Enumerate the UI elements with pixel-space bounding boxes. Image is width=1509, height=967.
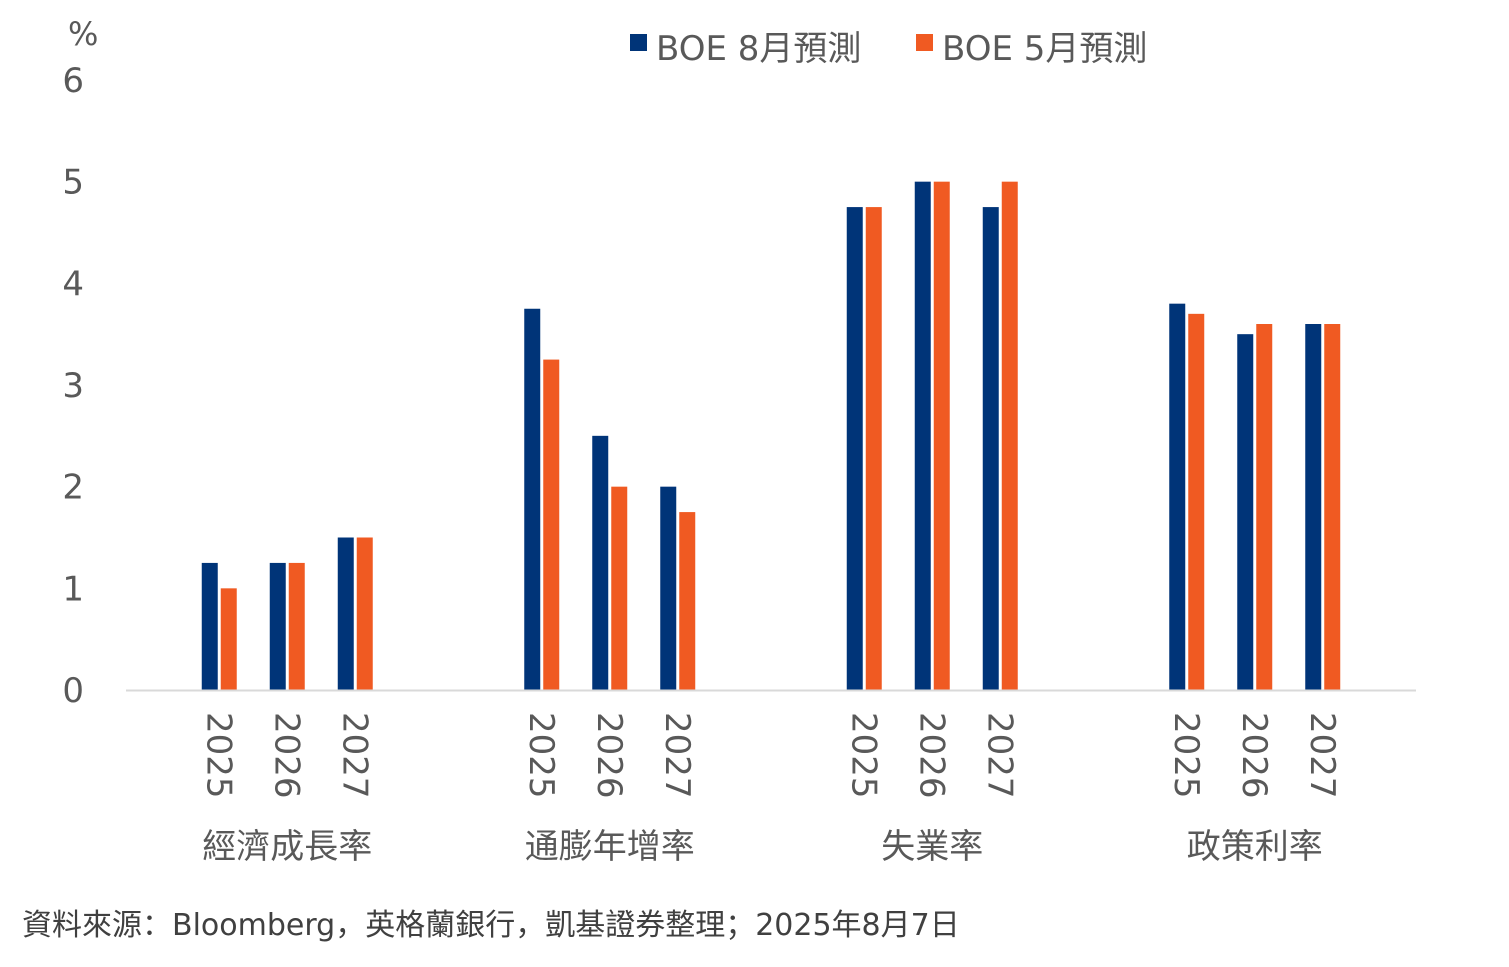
bar-may-失業率-2026 — [933, 181, 950, 690]
legend-swatch — [630, 34, 647, 51]
bar-may-經濟成長率-2027 — [356, 537, 373, 690]
y-tick-label: 4 — [62, 264, 84, 304]
bar-may-失業率-2025 — [865, 207, 882, 691]
bar-aug-政策利率-2025 — [1169, 303, 1186, 690]
x-tick-year-label: 2026 — [266, 712, 306, 799]
legend: BOE 8月預測 BOE 5月預測 — [630, 29, 1147, 69]
x-tick-year-label: 2026 — [589, 712, 629, 799]
y-tick-label: 0 — [62, 671, 84, 711]
x-axis-year-labels: 2025 2026 2027 2025 2026 2027 2025 2026 2027 2025… — [198, 712, 1342, 799]
bar-aug-政策利率-2027 — [1305, 324, 1322, 690]
x-tick-year-label: 2027 — [979, 712, 1019, 799]
x-tick-year-label: 2027 — [657, 712, 697, 799]
group-label: 失業率 — [881, 827, 983, 867]
group-label: 通膨年增率 — [525, 827, 695, 867]
bar-aug-失業率-2025 — [846, 207, 863, 691]
bar-may-經濟成長率-2026 — [288, 562, 305, 690]
bar-aug-經濟成長率-2025 — [201, 562, 218, 690]
y-tick-label: 5 — [62, 163, 84, 203]
group-labels: 經濟成長率 通膨年增率 失業率 政策利率 — [202, 827, 1323, 867]
y-tick-label: 2 — [62, 468, 84, 508]
legend-label: BOE 5月預測 — [942, 29, 1147, 69]
bar-may-通膨年增率-2026 — [611, 486, 628, 690]
bar-aug-政策利率-2026 — [1237, 334, 1254, 690]
bar-aug-經濟成長率-2027 — [337, 537, 354, 690]
y-tick-label: 3 — [62, 366, 84, 406]
bars — [201, 181, 1341, 691]
y-tick-label: 1 — [62, 569, 84, 609]
bar-aug-失業率-2026 — [914, 181, 931, 690]
x-tick-year-label: 2027 — [334, 712, 374, 799]
x-tick-year-label: 2026 — [1234, 712, 1274, 799]
source-note: 資料來源：Bloomberg，英格蘭銀行，凱基證券整理；2025年8月7日 — [22, 908, 960, 943]
bar-may-政策利率-2025 — [1188, 313, 1205, 690]
bar-may-政策利率-2026 — [1256, 324, 1273, 690]
y-unit-label: % — [68, 15, 98, 53]
legend-label: BOE 8月預測 — [656, 29, 861, 69]
y-axis-ticks: 0 1 2 3 4 5 6 — [62, 61, 84, 711]
y-tick-label: 6 — [62, 61, 84, 101]
bar-aug-通膨年增率-2026 — [592, 435, 609, 690]
legend-swatch — [916, 34, 933, 51]
bar-may-通膨年增率-2027 — [679, 512, 696, 690]
bar-may-政策利率-2027 — [1324, 324, 1341, 690]
x-tick-year-label: 2025 — [843, 712, 883, 799]
x-tick-year-label: 2026 — [911, 712, 951, 799]
x-tick-year-label: 2025 — [1166, 712, 1206, 799]
bar-may-經濟成長率-2025 — [220, 588, 237, 690]
bar-aug-失業率-2027 — [982, 207, 999, 691]
bar-may-失業率-2027 — [1001, 181, 1018, 690]
x-tick-year-label: 2027 — [1302, 712, 1342, 799]
x-tick-year-label: 2025 — [521, 712, 561, 799]
group-label: 經濟成長率 — [202, 827, 372, 867]
x-tick-year-label: 2025 — [198, 712, 238, 799]
bar-aug-通膨年增率-2027 — [660, 486, 677, 690]
bar-may-通膨年增率-2025 — [543, 359, 560, 690]
bar-aug-經濟成長率-2026 — [269, 562, 286, 690]
group-label: 政策利率 — [1187, 827, 1323, 867]
bar-aug-通膨年增率-2025 — [524, 308, 541, 690]
